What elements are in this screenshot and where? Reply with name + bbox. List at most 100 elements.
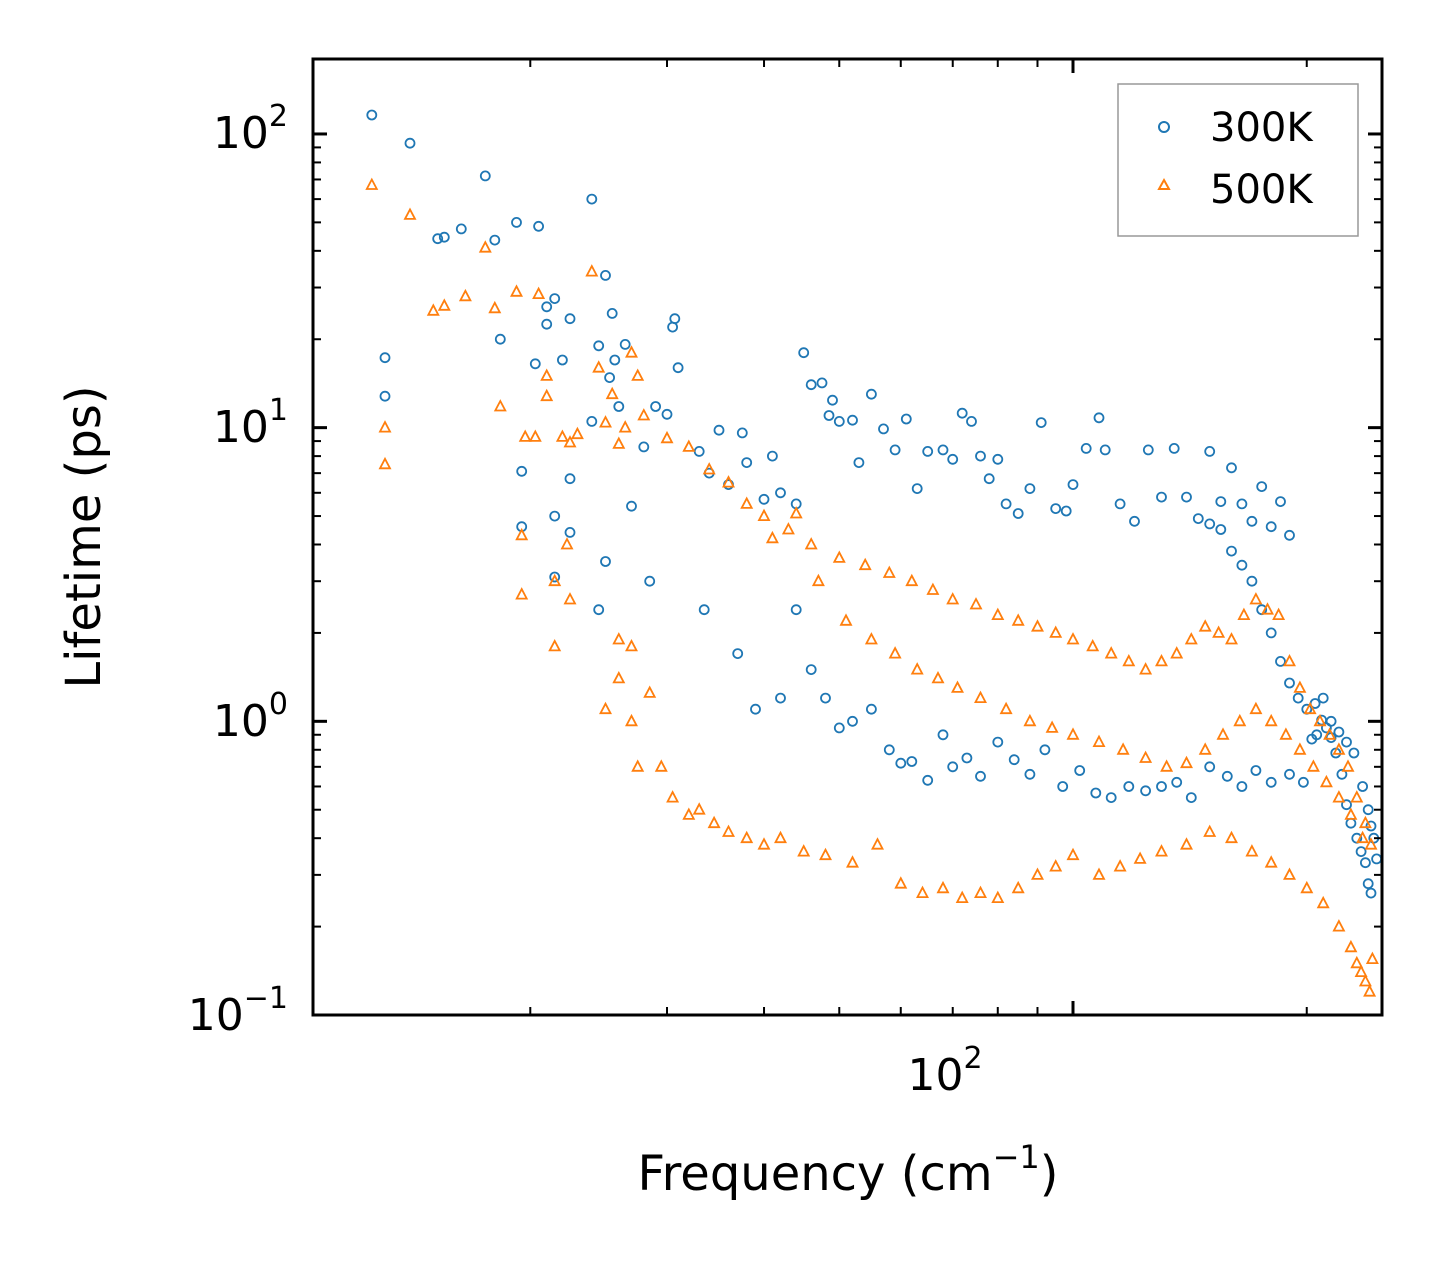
- data-point-500k: [1023, 713, 1037, 727]
- data-point-500k: [1092, 867, 1106, 880]
- data-point-300k: [1355, 846, 1367, 857]
- data-point-300k: [823, 410, 835, 421]
- data-point-300k: [1360, 857, 1371, 869]
- data-point-300k: [609, 354, 621, 366]
- data-point-500k: [1113, 859, 1127, 872]
- data-point-500k: [1344, 807, 1358, 820]
- data-point-500k: [804, 537, 818, 550]
- data-point-500k: [931, 670, 945, 684]
- data-point-500k: [1216, 727, 1230, 740]
- data-point-300k: [966, 415, 977, 427]
- data-point-500k: [1358, 974, 1372, 987]
- data-point-300k: [1317, 692, 1329, 704]
- data-point-300k: [889, 444, 901, 456]
- data-point-300k: [1035, 417, 1047, 429]
- data-point-300k: [1250, 765, 1262, 776]
- data-point-500k: [1203, 824, 1217, 837]
- data-point-500k: [740, 830, 754, 844]
- data-point-300k: [736, 427, 748, 439]
- data-point-300k: [606, 307, 618, 319]
- data-point-500k: [1198, 742, 1212, 755]
- data-point-300k: [455, 223, 467, 235]
- data-point-500k: [757, 508, 771, 521]
- data-point-500k: [1283, 867, 1296, 880]
- data-point-300k: [992, 453, 1004, 465]
- data-point-500k: [1116, 742, 1130, 755]
- data-point-500k: [1066, 632, 1080, 645]
- data-point-300k: [956, 407, 968, 419]
- data-point-300k: [1236, 498, 1248, 510]
- data-point-500k: [1139, 750, 1153, 763]
- data-point-300k: [479, 170, 491, 182]
- data-point-300k: [937, 444, 949, 456]
- data-point-500k: [1364, 837, 1378, 850]
- data-point-500k: [1293, 680, 1307, 693]
- data-point-500k: [625, 345, 638, 358]
- data-point-500k: [839, 613, 853, 626]
- data-point-500k: [599, 701, 612, 715]
- data-point-500k: [1319, 774, 1333, 788]
- data-point-500k: [1323, 727, 1337, 740]
- data-point-300k: [767, 450, 778, 462]
- data-point-500k: [1350, 955, 1364, 969]
- data-point-300k: [1185, 792, 1197, 803]
- data-point-300k: [805, 664, 817, 675]
- data-point-300k: [961, 752, 973, 764]
- data-point-500k: [797, 844, 811, 857]
- data-point-500k: [625, 638, 638, 652]
- data-point-300k: [1275, 656, 1286, 667]
- data-point-300k: [1336, 768, 1348, 780]
- data-point-500k: [528, 429, 542, 442]
- data-point-500k: [1283, 653, 1296, 667]
- data-point-300k: [549, 293, 561, 305]
- data-point-300k: [775, 692, 786, 704]
- data-point-500k: [1066, 727, 1080, 740]
- data-point-500k: [974, 885, 987, 898]
- data-point-300k: [1284, 529, 1295, 541]
- data-point-300k: [1204, 445, 1216, 457]
- data-point-300k: [790, 604, 802, 616]
- data-point-300k: [698, 604, 710, 616]
- data-point-500k: [426, 303, 440, 316]
- data-point-300k: [1000, 498, 1012, 510]
- data-point-300k: [1204, 761, 1216, 773]
- data-point-300k: [1333, 726, 1345, 738]
- data-point-500k: [707, 815, 721, 829]
- data-point-500k: [1104, 646, 1118, 659]
- data-point-300k: [1221, 770, 1233, 782]
- data-point-500k: [1160, 759, 1174, 772]
- plot-frame: [311, 57, 1384, 1017]
- data-point-500k: [819, 847, 832, 861]
- data-point-500k: [403, 207, 417, 220]
- data-point-300k: [1256, 481, 1268, 493]
- data-point-500k: [974, 690, 987, 703]
- data-point-300k: [906, 756, 918, 767]
- data-point-300k: [1215, 496, 1227, 508]
- data-point-500k: [660, 430, 674, 444]
- data-point-500k: [666, 790, 680, 803]
- data-point-500k: [905, 573, 919, 587]
- data-point-500k: [1133, 851, 1147, 864]
- data-point-300k: [1365, 820, 1377, 832]
- data-point-500k: [510, 284, 523, 297]
- data-point-500k: [1155, 653, 1168, 667]
- data-point-300k: [827, 394, 838, 406]
- data-point-300k: [1265, 521, 1277, 533]
- data-point-300k: [1093, 412, 1105, 424]
- data-point-300k: [741, 457, 753, 469]
- data-point-300k: [489, 234, 501, 246]
- data-point-500k: [1261, 602, 1274, 615]
- data-point-300k: [626, 500, 637, 512]
- data-point-500k: [1313, 713, 1327, 727]
- y-tick-label: 100: [213, 687, 288, 747]
- data-point-500k: [1293, 742, 1307, 755]
- data-point-300k: [1357, 781, 1368, 792]
- data-point-300k: [1024, 768, 1036, 780]
- data-point-300k: [1080, 442, 1092, 454]
- data-point-300k: [713, 424, 725, 436]
- data-point-500k: [563, 592, 577, 605]
- data-point-300k: [564, 527, 576, 538]
- data-point-300k: [1099, 444, 1111, 456]
- data-point-300k: [1246, 575, 1258, 587]
- data-point-500k: [1264, 855, 1278, 868]
